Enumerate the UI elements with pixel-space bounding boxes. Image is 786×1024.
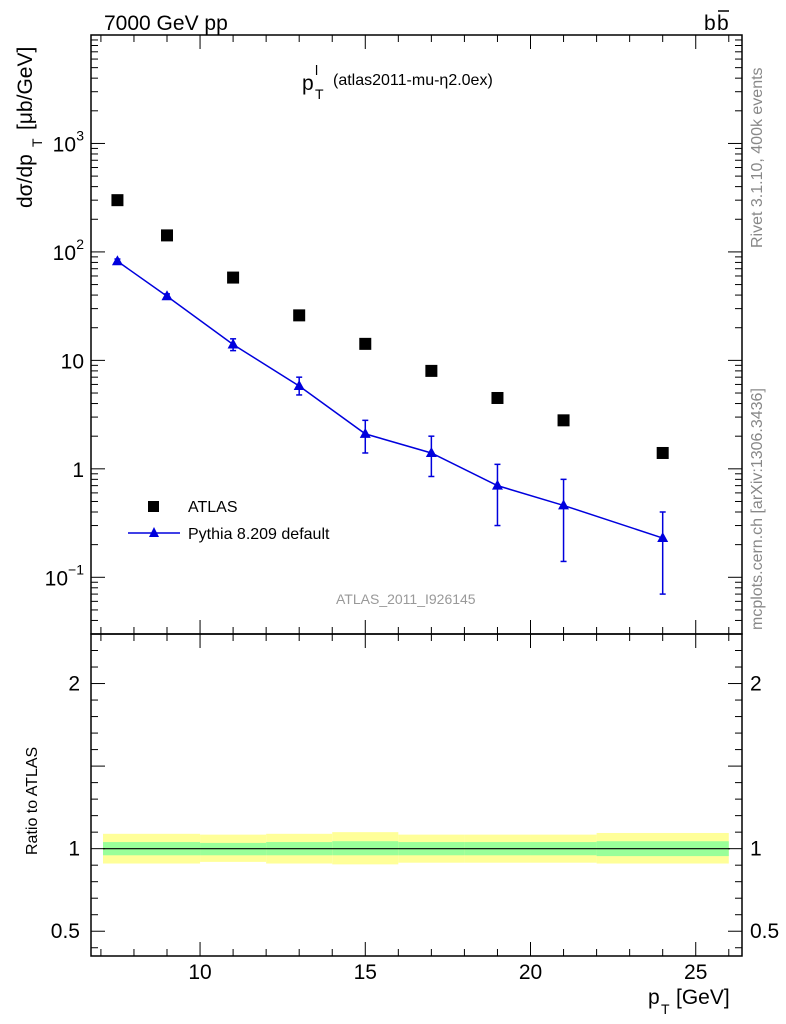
pythia-series	[111, 255, 669, 595]
y-tick-label: 10	[53, 133, 76, 156]
legend-atlas-marker	[148, 501, 159, 512]
ratio-y-tick-label: 2	[68, 673, 80, 696]
atlas-point	[425, 364, 438, 377]
ratio-y-tick-label: 0.5	[51, 920, 80, 943]
xlabel-unit: [GeV]	[676, 986, 730, 1009]
y-tick-label: 10	[45, 567, 68, 590]
pythia-point	[491, 479, 503, 490]
header-energy-label: 7000 GeV pp	[104, 12, 228, 35]
x-tick-label: 10	[188, 961, 211, 984]
atlas-point	[359, 337, 372, 350]
ylabel-main: dσ/dp	[14, 154, 37, 208]
plot-title-sub: T	[315, 86, 324, 102]
plot-title: p l T (atlas2011-mu-η2.0ex)	[302, 62, 493, 102]
pythia-point	[161, 290, 173, 301]
mcplots-label: mcplots.cern.ch [arXiv:1306.3436]	[749, 388, 766, 630]
pythia-point	[558, 499, 570, 510]
pythia-point	[293, 380, 305, 391]
header-process-bbar: b	[717, 12, 729, 35]
plot-title-rest: (atlas2011-mu-η2.0ex)	[333, 72, 493, 89]
atlas-point	[161, 229, 174, 242]
atlas-point	[491, 391, 504, 404]
header-process-b: b	[704, 12, 716, 35]
x-tick-label: 25	[684, 961, 707, 984]
xlabel-sub: T	[661, 1001, 670, 1017]
xlabel-main: p	[648, 986, 660, 1009]
pythia-point	[359, 427, 371, 438]
x-tick-label: 15	[354, 961, 377, 984]
ratio-y-tick-label-right: 0.5	[750, 920, 779, 943]
legend-pythia-label: Pythia 8.209 default	[188, 526, 330, 543]
header-process-label: b b	[704, 10, 729, 35]
ratio-y-tick-label-right: 1	[750, 838, 762, 861]
y-tick-label: 10	[61, 350, 84, 373]
plot-title-p: p	[302, 72, 314, 95]
main-y-axis-label: dσ/dp T [μb/GeV]	[14, 47, 45, 208]
pythia-point	[425, 446, 437, 457]
legend: ATLAS Pythia 8.209 default	[128, 499, 330, 543]
legend-pythia-marker	[149, 527, 159, 537]
ratio-plot-frame	[90, 633, 743, 957]
analysis-id-label: ATLAS_2011_I926145	[336, 591, 476, 607]
y-tick-label-exponent: −1	[68, 561, 84, 577]
y-tick-label-exponent: 2	[76, 236, 84, 252]
ratio-y-tick-label: 1	[68, 838, 80, 861]
ratio-y-axis-label: Ratio to ATLAS	[24, 747, 41, 855]
x-tick-label: 20	[519, 961, 542, 984]
ratio-y-tick-label-right: 2	[750, 673, 762, 696]
y-tick-label: 1	[72, 459, 84, 482]
y-tick-label: 10	[53, 242, 76, 265]
main-plot-frame	[90, 34, 743, 635]
pythia-point	[227, 338, 239, 349]
atlas-point	[557, 414, 570, 427]
pythia-line	[117, 260, 663, 539]
pythia-point	[111, 255, 123, 266]
pythia-point	[657, 532, 669, 543]
atlas-point	[111, 194, 124, 207]
legend-atlas-label: ATLAS	[188, 499, 238, 516]
y-tick-label-exponent: 3	[76, 127, 84, 143]
atlas-series	[111, 194, 669, 459]
rivet-version-label: Rivet 3.1.10, 400k events	[749, 67, 766, 248]
ratio-plot-panel: 0.5 0.5 1 1 2 2 10 15 20 25 Ratio to ATLAS p T [G…	[24, 633, 779, 1017]
ylabel-unit: [μb/GeV]	[14, 47, 37, 130]
x-axis-label: p T [GeV]	[648, 986, 730, 1017]
atlas-point	[227, 271, 240, 284]
atlas-point	[293, 309, 306, 322]
plot-title-sup: l	[315, 62, 318, 78]
atlas-point	[656, 446, 669, 459]
ylabel-sub: T	[29, 138, 45, 147]
ratio-plot-ticks: 0.5 0.5 1 1 2 2 10 15 20 25	[51, 633, 779, 984]
